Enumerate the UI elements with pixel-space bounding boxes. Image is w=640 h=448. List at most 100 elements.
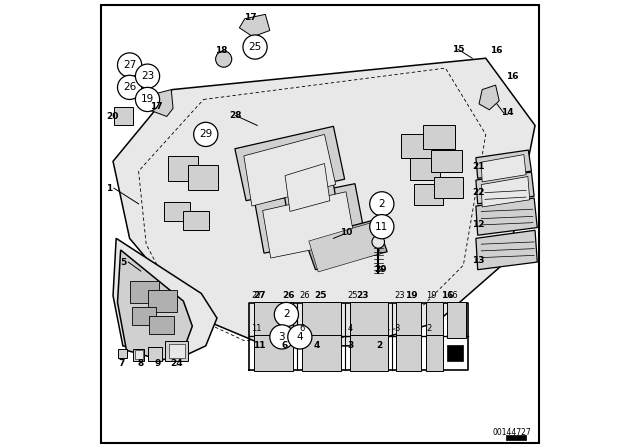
- Polygon shape: [435, 177, 463, 198]
- Text: 17: 17: [244, 13, 257, 22]
- Polygon shape: [235, 126, 345, 201]
- Polygon shape: [396, 335, 421, 371]
- Polygon shape: [476, 198, 538, 235]
- Polygon shape: [447, 302, 465, 338]
- Text: 17: 17: [150, 102, 163, 111]
- Polygon shape: [426, 302, 443, 338]
- Polygon shape: [113, 238, 217, 358]
- Polygon shape: [476, 230, 538, 270]
- Polygon shape: [168, 156, 198, 181]
- Text: 20: 20: [106, 112, 118, 121]
- Text: 2: 2: [283, 310, 290, 319]
- Polygon shape: [188, 165, 218, 190]
- Text: 10: 10: [340, 228, 353, 237]
- Text: 3: 3: [395, 324, 400, 333]
- Text: 4: 4: [348, 324, 353, 333]
- Text: 25: 25: [248, 42, 262, 52]
- Polygon shape: [401, 134, 433, 158]
- Polygon shape: [285, 164, 330, 211]
- Text: 5: 5: [121, 258, 127, 267]
- Text: 16: 16: [490, 46, 503, 55]
- Text: 19: 19: [426, 291, 437, 300]
- Text: 29: 29: [374, 265, 387, 274]
- Polygon shape: [113, 58, 535, 346]
- Polygon shape: [114, 107, 132, 125]
- Circle shape: [372, 236, 385, 248]
- Circle shape: [243, 35, 267, 59]
- Polygon shape: [476, 150, 531, 178]
- Text: 8: 8: [137, 359, 143, 368]
- Circle shape: [118, 75, 141, 99]
- Circle shape: [136, 87, 159, 112]
- Text: 27: 27: [253, 291, 266, 300]
- Polygon shape: [244, 134, 336, 206]
- Text: 16: 16: [441, 291, 454, 300]
- Text: 23: 23: [141, 71, 154, 81]
- Text: 7: 7: [118, 359, 125, 368]
- Text: 3: 3: [347, 341, 353, 350]
- Polygon shape: [132, 349, 145, 361]
- Text: 15: 15: [452, 45, 465, 54]
- Polygon shape: [309, 223, 380, 272]
- Polygon shape: [447, 345, 463, 361]
- Text: 23: 23: [395, 291, 405, 300]
- Text: 2: 2: [376, 341, 382, 350]
- Text: 16: 16: [447, 291, 458, 300]
- Text: 26: 26: [123, 82, 136, 92]
- Text: 12: 12: [472, 220, 485, 229]
- Polygon shape: [148, 290, 177, 312]
- Circle shape: [216, 51, 232, 67]
- Polygon shape: [118, 250, 192, 360]
- Text: 16: 16: [506, 72, 518, 81]
- Text: 1: 1: [106, 184, 112, 193]
- Text: 29: 29: [199, 129, 212, 139]
- Circle shape: [370, 192, 394, 216]
- Polygon shape: [506, 435, 526, 440]
- Polygon shape: [350, 335, 388, 371]
- Text: 25: 25: [348, 291, 358, 300]
- Polygon shape: [280, 158, 336, 208]
- Text: 24: 24: [170, 359, 182, 368]
- Circle shape: [118, 53, 141, 77]
- Polygon shape: [410, 158, 440, 180]
- Polygon shape: [414, 184, 443, 205]
- Text: 26: 26: [282, 291, 294, 300]
- Polygon shape: [148, 347, 163, 361]
- Circle shape: [288, 325, 312, 349]
- Text: 27: 27: [123, 60, 136, 70]
- Text: 13: 13: [472, 256, 485, 265]
- Polygon shape: [302, 302, 340, 338]
- Circle shape: [370, 215, 394, 239]
- Text: 11: 11: [375, 222, 388, 232]
- Polygon shape: [426, 335, 443, 371]
- Text: 3: 3: [278, 332, 285, 342]
- Text: 4: 4: [296, 332, 303, 342]
- Polygon shape: [431, 150, 461, 172]
- Polygon shape: [130, 281, 159, 303]
- Polygon shape: [305, 220, 387, 270]
- Polygon shape: [134, 350, 143, 359]
- Polygon shape: [481, 177, 530, 207]
- Polygon shape: [481, 155, 526, 182]
- Polygon shape: [396, 302, 421, 338]
- Polygon shape: [423, 125, 455, 149]
- Circle shape: [194, 122, 218, 146]
- Polygon shape: [239, 14, 270, 37]
- Text: 18: 18: [215, 46, 227, 55]
- Text: 23: 23: [356, 291, 369, 300]
- Text: 2: 2: [426, 324, 431, 333]
- Circle shape: [270, 325, 294, 349]
- Text: 2: 2: [378, 199, 385, 209]
- Polygon shape: [184, 211, 209, 230]
- Text: 00144727: 00144727: [493, 428, 531, 437]
- Polygon shape: [254, 302, 292, 338]
- Polygon shape: [165, 341, 188, 361]
- Polygon shape: [476, 172, 534, 204]
- Polygon shape: [149, 90, 173, 116]
- Text: 4: 4: [314, 341, 319, 350]
- Text: 22: 22: [472, 188, 485, 197]
- Polygon shape: [132, 307, 157, 325]
- Text: 11: 11: [253, 341, 266, 350]
- Polygon shape: [350, 302, 388, 338]
- Polygon shape: [302, 335, 340, 371]
